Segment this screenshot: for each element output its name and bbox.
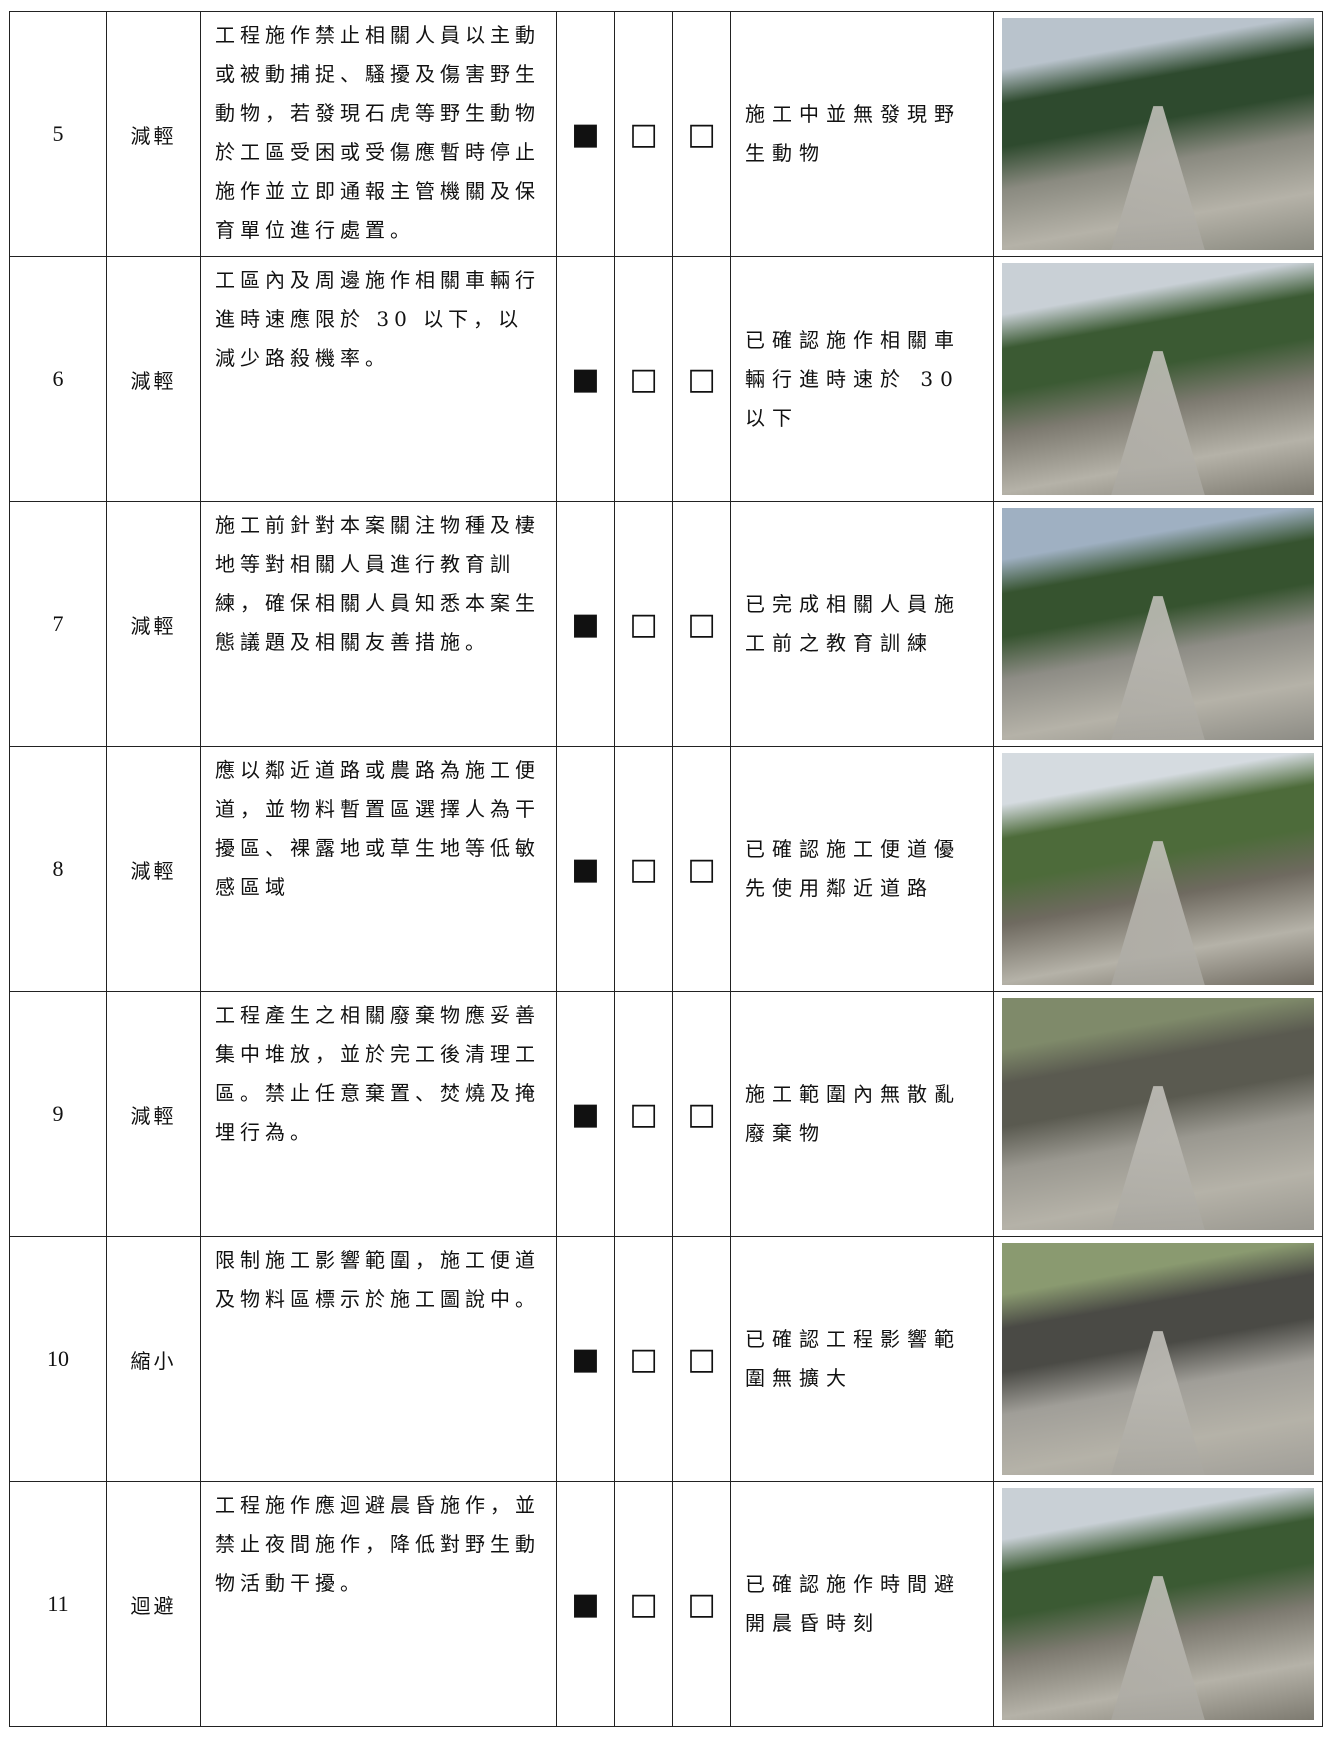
checkbox: □ (614, 11, 673, 257)
checkbox: ■ (556, 1236, 615, 1482)
photo-cell (993, 746, 1323, 992)
item-number: 8 (9, 746, 107, 992)
checkbox: ■ (556, 746, 615, 992)
checkbox: ■ (556, 501, 615, 747)
checkbox: □ (614, 256, 673, 502)
site-photo (1002, 263, 1314, 495)
strategy: 減輕 (106, 11, 201, 257)
photo-detail (1111, 1086, 1205, 1230)
table-row: 10 縮小 限制施工影響範圍，施工便道及物料區標示於施工圖說中。 ■ □ □ 已確認工程影響… (9, 1236, 1323, 1482)
result-text: 已確認施作時間避開晨昏時刻 (730, 1481, 994, 1727)
table-row: 9 減輕 工程產生之相關廢棄物應妥善集中堆放，並於完工後清理工區。禁止任意棄置、焚燒… (9, 991, 1323, 1237)
photo-detail (1111, 596, 1205, 740)
item-number: 6 (9, 256, 107, 502)
checklist-table: 5 減輕 工程施作禁止相關人員以主動或被動捕捉、騷擾及傷害野生動物，若發現石虎等野生… (9, 11, 1323, 1727)
measure-text: 應以鄰近道路或農路為施工便道，並物料暫置區選擇人為干擾區、裸露地或草生地等低敏感… (200, 746, 557, 992)
photo-detail (1111, 351, 1205, 495)
photo-cell (993, 991, 1323, 1237)
site-photo (1002, 508, 1314, 740)
checkbox: □ (672, 1481, 731, 1727)
strategy: 減輕 (106, 746, 201, 992)
table-body: 5 減輕 工程施作禁止相關人員以主動或被動捕捉、騷擾及傷害野生動物，若發現石虎等野生… (9, 11, 1323, 1727)
photo-cell (993, 501, 1323, 747)
checkbox: □ (614, 991, 673, 1237)
site-photo (1002, 753, 1314, 985)
measure-text: 工區內及周邊施作相關車輛行進時速應限於 30 以下，以減少路殺機率。 (200, 256, 557, 502)
photo-cell (993, 1481, 1323, 1727)
checkbox: □ (614, 1481, 673, 1727)
strategy: 縮小 (106, 1236, 201, 1482)
result-text: 已確認工程影響範圍無擴大 (730, 1236, 994, 1482)
site-photo (1002, 18, 1314, 250)
result-text: 已確認施作相關車輛行進時速於 30 以下 (730, 256, 994, 502)
checkbox: □ (672, 1236, 731, 1482)
checkbox: □ (672, 746, 731, 992)
checkbox: □ (614, 501, 673, 747)
photo-cell (993, 1236, 1323, 1482)
checkbox: □ (672, 256, 731, 502)
site-photo (1002, 1488, 1314, 1720)
checkbox: □ (614, 746, 673, 992)
measure-text: 工程產生之相關廢棄物應妥善集中堆放，並於完工後清理工區。禁止任意棄置、焚燒及掩埋… (200, 991, 557, 1237)
strategy: 減輕 (106, 256, 201, 502)
item-number: 9 (9, 991, 107, 1237)
measure-text: 工程施作應迴避晨昏施作，並禁止夜間施作，降低對野生動物活動干擾。 (200, 1481, 557, 1727)
table-row: 5 減輕 工程施作禁止相關人員以主動或被動捕捉、騷擾及傷害野生動物，若發現石虎等野生… (9, 11, 1323, 257)
result-text: 施工中並無發現野生動物 (730, 11, 994, 257)
strategy: 減輕 (106, 501, 201, 747)
measure-text: 工程施作禁止相關人員以主動或被動捕捉、騷擾及傷害野生動物，若發現石虎等野生動物於… (200, 11, 557, 257)
item-number: 7 (9, 501, 107, 747)
checkbox: ■ (556, 256, 615, 502)
site-photo (1002, 1243, 1314, 1475)
strategy: 減輕 (106, 991, 201, 1237)
photo-detail (1111, 106, 1205, 250)
item-number: 5 (9, 11, 107, 257)
photo-detail (1111, 841, 1205, 985)
checkbox: ■ (556, 991, 615, 1237)
strategy: 迴避 (106, 1481, 201, 1727)
checkbox: ■ (556, 1481, 615, 1727)
checkbox: □ (614, 1236, 673, 1482)
checkbox: □ (672, 501, 731, 747)
checkbox: ■ (556, 11, 615, 257)
measure-text: 限制施工影響範圍，施工便道及物料區標示於施工圖說中。 (200, 1236, 557, 1482)
table-row: 7 減輕 施工前針對本案關注物種及棲地等對相關人員進行教育訓練，確保相關人員知悉本案… (9, 501, 1323, 747)
result-text: 施工範圍內無散亂廢棄物 (730, 991, 994, 1237)
result-text: 已完成相關人員施工前之教育訓練 (730, 501, 994, 747)
photo-detail (1111, 1331, 1205, 1475)
photo-cell (993, 256, 1323, 502)
item-number: 10 (9, 1236, 107, 1482)
photo-cell (993, 11, 1323, 257)
site-photo (1002, 998, 1314, 1230)
table-row: 11 迴避 工程施作應迴避晨昏施作，並禁止夜間施作，降低對野生動物活動干擾。 ■ □ □ 已… (9, 1481, 1323, 1727)
table-row: 8 減輕 應以鄰近道路或農路為施工便道，並物料暫置區選擇人為干擾區、裸露地或草生地等… (9, 746, 1323, 992)
table-row: 6 減輕 工區內及周邊施作相關車輛行進時速應限於 30 以下，以減少路殺機率。 ■ □ □… (9, 256, 1323, 502)
item-number: 11 (9, 1481, 107, 1727)
result-text: 已確認施工便道優先使用鄰近道路 (730, 746, 994, 992)
photo-detail (1111, 1576, 1205, 1720)
checkbox: □ (672, 991, 731, 1237)
measure-text: 施工前針對本案關注物種及棲地等對相關人員進行教育訓練，確保相關人員知悉本案生態議… (200, 501, 557, 747)
checkbox: □ (672, 11, 731, 257)
